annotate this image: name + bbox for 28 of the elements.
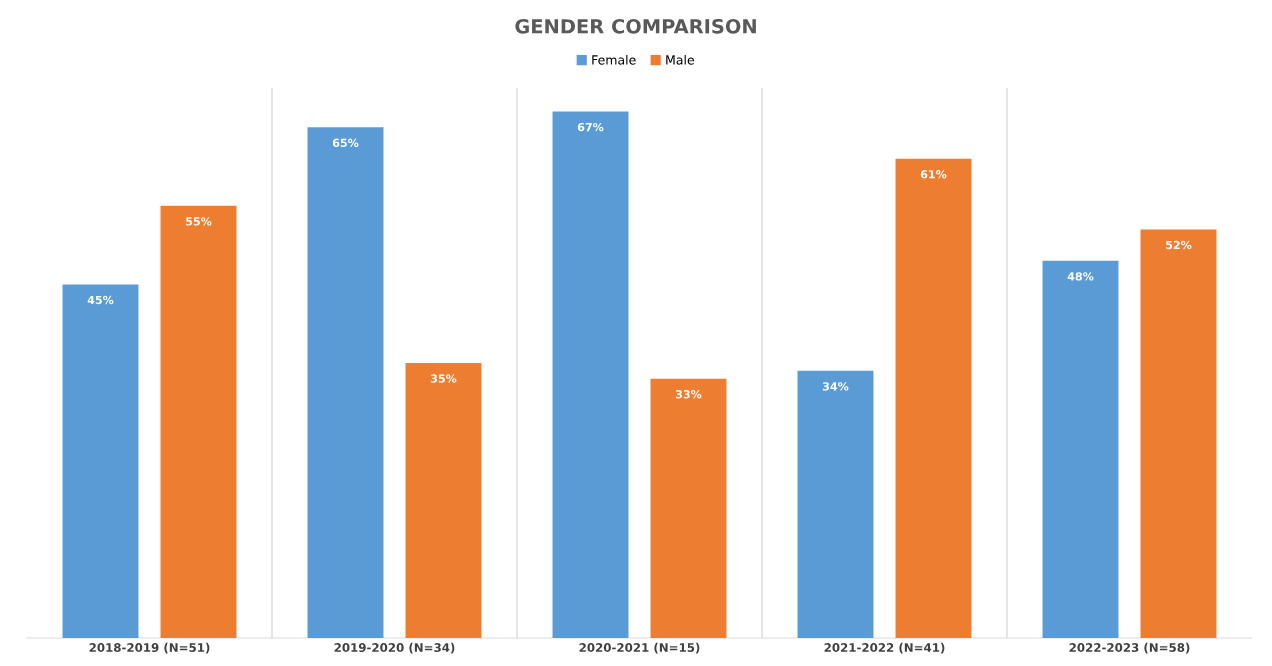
x-tick-label: 2019-2020 (N=34) bbox=[334, 642, 455, 654]
bar bbox=[797, 370, 874, 638]
x-tick-label: 2018-2019 (N=51) bbox=[89, 642, 210, 654]
legend-label: Male bbox=[666, 54, 694, 65]
bar bbox=[552, 111, 629, 638]
data-label: 33% bbox=[675, 390, 702, 399]
bar bbox=[1140, 229, 1217, 638]
x-tick-label: 2022-2023 (N=58) bbox=[1069, 642, 1190, 654]
data-label: 35% bbox=[430, 374, 457, 383]
data-label: 67% bbox=[577, 122, 604, 132]
x-tick-label: 2021-2022 (N=41) bbox=[824, 642, 945, 654]
data-label: 65% bbox=[332, 138, 359, 147]
bar bbox=[650, 378, 727, 638]
data-label: 34% bbox=[822, 382, 849, 391]
bar bbox=[1042, 260, 1119, 638]
bar bbox=[62, 284, 139, 638]
data-label: 45% bbox=[87, 295, 114, 305]
data-label: 48% bbox=[1067, 272, 1094, 281]
data-label: 61% bbox=[920, 170, 947, 179]
bar bbox=[895, 158, 972, 638]
legend-label: Female bbox=[592, 54, 636, 65]
bar bbox=[307, 127, 384, 638]
data-label: 52% bbox=[1166, 240, 1192, 250]
x-tick-label: 2020-2021 (N=15) bbox=[579, 642, 700, 654]
bar bbox=[160, 205, 237, 638]
bar bbox=[405, 363, 482, 638]
data-label: 55% bbox=[186, 217, 212, 226]
chart-title: GENDER COMPARISON bbox=[515, 18, 756, 34]
